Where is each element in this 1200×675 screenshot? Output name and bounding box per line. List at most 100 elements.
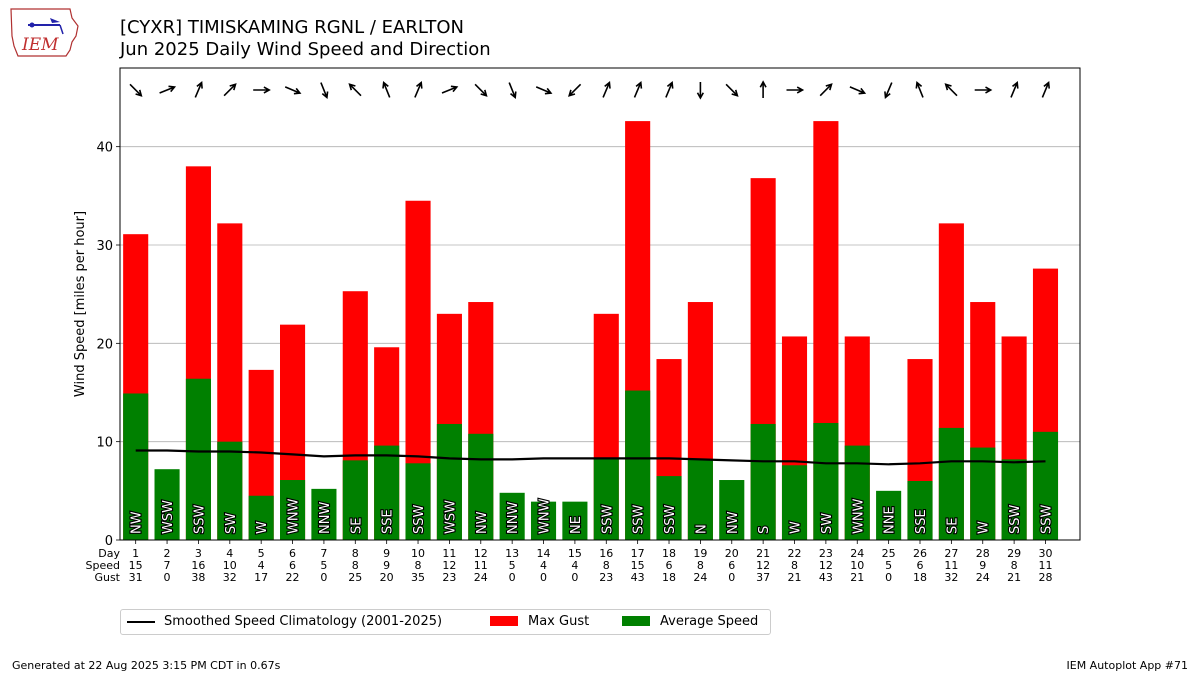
- x-tick-label: 23: [599, 571, 613, 584]
- direction-label: NW: [726, 511, 741, 534]
- direction-label: SE: [349, 518, 364, 534]
- direction-label: SSE: [381, 509, 396, 534]
- y-tick-label: 40: [96, 141, 113, 156]
- speed-bar: [499, 492, 525, 540]
- x-tick-label: 22: [286, 571, 300, 584]
- x-tick-label: 12: [756, 559, 770, 572]
- speed-bar: [593, 458, 619, 540]
- direction-label: W: [789, 521, 804, 534]
- x-tick-label: 21: [1007, 571, 1021, 584]
- direction-label: W: [977, 521, 992, 534]
- direction-label: N: [694, 524, 709, 534]
- x-tick-label: 38: [191, 571, 205, 584]
- direction-label: SSW: [663, 504, 678, 534]
- wind-direction-arrow: [1010, 81, 1019, 98]
- direction-label: SSW: [632, 504, 647, 534]
- speed-bar: [844, 445, 870, 540]
- wind-direction-arrow: [915, 81, 924, 98]
- app-note: IEM Autoplot App #71: [1066, 659, 1189, 672]
- wind-direction-arrow: [194, 81, 203, 98]
- plot-frame: [119, 67, 1081, 541]
- direction-label: NW: [130, 511, 145, 534]
- wind-direction-arrow: [535, 86, 553, 95]
- legend-gust-swatch: [490, 616, 518, 626]
- x-tick-label: 7: [320, 547, 327, 560]
- speed-bar: [1001, 459, 1027, 540]
- x-tick-label: 29: [1007, 547, 1021, 560]
- x-tick-label: 20: [725, 547, 739, 560]
- x-tick-label: 26: [913, 547, 927, 560]
- generated-note: Generated at 22 Aug 2025 3:15 PM CDT in …: [12, 659, 281, 672]
- wind-direction-arrow: [665, 81, 674, 98]
- x-tick-label: 2: [164, 547, 171, 560]
- wind-direction-arrow: [1041, 81, 1050, 98]
- x-tick-label: 32: [223, 571, 237, 584]
- wind-direction-arrow: [568, 83, 582, 97]
- x-tick-label: 24: [850, 547, 864, 560]
- speed-bar: [781, 465, 808, 540]
- climatology-line: [135, 449, 1046, 466]
- wind-direction-arrow: [284, 86, 302, 95]
- x-tick-label: 0: [540, 571, 547, 584]
- x-tick-label: 4: [258, 559, 265, 572]
- x-tick-label: 8: [603, 559, 610, 572]
- direction-label: SW: [820, 513, 835, 534]
- x-tick-label: 21: [850, 571, 864, 584]
- x-tick-label: 23: [442, 571, 456, 584]
- legend-climo-label: Smoothed Speed Climatology (2001-2025): [164, 614, 443, 629]
- logo-text: IEM: [21, 35, 59, 55]
- direction-label: WSW: [443, 500, 458, 534]
- x-tick-label: 0: [509, 571, 516, 584]
- x-tick-label: 27: [944, 547, 958, 560]
- x-tick-label: 24: [693, 571, 707, 584]
- speed-bar: [311, 488, 337, 540]
- x-tick-label: 28: [976, 547, 990, 560]
- x-tick-label: 11: [1038, 559, 1052, 572]
- direction-label: WSW: [161, 500, 176, 534]
- x-tick-label: 8: [791, 559, 798, 572]
- x-tick-label: 12: [819, 559, 833, 572]
- wind-direction-arrow: [974, 86, 993, 94]
- iem-logo: IEM: [8, 6, 80, 62]
- x-tick-label: 35: [411, 571, 425, 584]
- x-tick-label: 24: [474, 571, 488, 584]
- x-tick-label: 0: [571, 571, 578, 584]
- wind-direction-arrow: [786, 86, 805, 94]
- x-tick-label: 4: [226, 547, 233, 560]
- speed-bar: [625, 390, 651, 540]
- x-tick-label: 14: [537, 547, 551, 560]
- direction-label: NE: [569, 516, 584, 534]
- speed-bar: [280, 480, 306, 540]
- x-tick-label: 10: [850, 559, 864, 572]
- speed-bar: [719, 480, 745, 540]
- direction-label: SSW: [192, 504, 207, 534]
- wind-direction-arrow: [849, 86, 867, 95]
- direction-label: WNW: [287, 498, 302, 534]
- x-tick-label: 43: [631, 571, 645, 584]
- x-tick-label: 8: [697, 559, 704, 572]
- x-tick-label: 15: [568, 547, 582, 560]
- x-tick-label: 10: [411, 547, 425, 560]
- wind-direction-arrow: [819, 83, 833, 97]
- x-tick-label: 10: [223, 559, 237, 572]
- wind-direction-arrow: [759, 80, 767, 98]
- x-tick-label: 12: [442, 559, 456, 572]
- row-label: Day: [98, 547, 120, 560]
- wind-direction-arrow: [382, 81, 391, 98]
- direction-label: SSW: [1040, 504, 1055, 534]
- row-label: Speed: [86, 559, 120, 572]
- x-tick-label: 21: [788, 571, 802, 584]
- direction-label: SSW: [412, 504, 427, 534]
- x-tick-label: 3: [195, 547, 202, 560]
- x-tick-label: 8: [1011, 559, 1018, 572]
- x-tick-label: 25: [882, 547, 896, 560]
- wind-direction-arrow: [696, 82, 705, 100]
- x-tick-label: 6: [289, 547, 296, 560]
- x-tick-label: 9: [383, 547, 390, 560]
- x-tick-label: 5: [885, 559, 892, 572]
- direction-label: S: [757, 526, 772, 534]
- y-tick-label: 30: [96, 239, 113, 254]
- wind-direction-arrow: [253, 86, 271, 94]
- wind-direction-arrow: [508, 82, 517, 99]
- direction-label: SSE: [914, 509, 929, 534]
